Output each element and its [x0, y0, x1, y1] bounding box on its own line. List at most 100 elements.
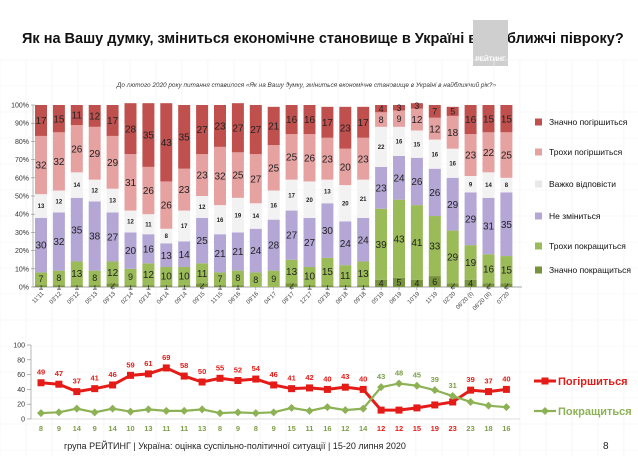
bar-value-label: 1 [307, 281, 312, 291]
bar-segment [428, 105, 441, 118]
bar-value-label: 33 [429, 242, 441, 253]
footer-text: група РЕЙТИНГ | Україна: оцінка суспільн… [64, 441, 406, 451]
data-label: 59 [126, 360, 134, 369]
bar-segment [285, 259, 298, 284]
data-label: 43 [341, 372, 349, 381]
bar-segment [428, 168, 441, 217]
legend-label: Трохи покращиться [549, 241, 626, 251]
bar-value-label: 21 [214, 249, 226, 260]
bar-value-label: 15 [414, 142, 421, 148]
bar-value-label: 8 [165, 234, 169, 240]
data-label: 16 [323, 424, 331, 433]
bar-value-label: 12 [89, 112, 101, 123]
bar-value-label: 29 [447, 200, 459, 211]
line-marker [502, 385, 510, 393]
line-marker [234, 377, 242, 385]
data-label: 8 [39, 424, 43, 433]
bar-value-label: 27 [197, 125, 209, 136]
data-label: 16 [502, 424, 510, 433]
y-tick-label: 50% [15, 194, 29, 201]
x-tick-label: 04'17 [264, 291, 279, 306]
bar-value-label: 1 [217, 281, 222, 291]
data-label: 61 [144, 359, 152, 368]
bar-value-label: 12 [107, 268, 119, 279]
bar-value-label: 1 [146, 281, 151, 291]
bar-segment [231, 232, 244, 271]
bar-value-label: 3 [414, 101, 419, 111]
bar-segment [88, 270, 101, 286]
data-label: 43 [377, 372, 385, 381]
bar-value-label: 26 [71, 144, 83, 155]
bar-segment [88, 179, 101, 202]
bar-segment [124, 232, 137, 269]
bar-value-label: 27 [232, 123, 244, 134]
bar-value-label: 27 [304, 238, 316, 249]
line-marker [413, 404, 421, 412]
line-marker [90, 408, 99, 417]
bar-segment [142, 285, 155, 287]
bar-value-label: 13 [71, 269, 83, 280]
bar-segment [142, 103, 155, 167]
bar-segment [142, 214, 155, 235]
data-label: 39 [466, 375, 474, 384]
legend-marker [541, 377, 549, 385]
data-label: 10 [126, 424, 134, 433]
bar-value-label: 11 [72, 111, 83, 122]
bar-value-label: 11 [197, 269, 208, 280]
bar-segment [357, 217, 370, 262]
line-marker [233, 408, 242, 417]
bar-value-label: 20 [125, 246, 137, 257]
bar-segment [70, 125, 83, 173]
x-tick-label: 11'11 [32, 291, 46, 305]
x-tick-label: 02'14 [120, 291, 135, 306]
bar-segment [249, 154, 262, 204]
data-label: 42 [305, 373, 313, 382]
y-tick-label: 40 [17, 387, 25, 394]
data-label: 8 [254, 424, 258, 433]
y-tick-label: 80 [17, 357, 25, 364]
bar-segment [70, 172, 83, 198]
logo-text: РЕЙТИНГ [475, 56, 506, 63]
line-marker [430, 386, 439, 395]
bar-segment [196, 263, 209, 284]
bar-segment [124, 103, 137, 155]
bar-segment [285, 105, 298, 135]
bar-value-label: 14 [252, 214, 259, 220]
bar-value-label: 7 [432, 107, 437, 117]
bar-value-label: 29 [447, 253, 459, 264]
bar-segment [178, 285, 191, 287]
bar-segment [178, 241, 191, 267]
bar-value-label: 13 [109, 199, 116, 205]
bar-value-label: 9 [396, 114, 401, 124]
bar-value-label: 29 [465, 214, 477, 225]
bar-segment [106, 212, 119, 262]
bar-segment [428, 139, 441, 169]
data-label: 46 [270, 370, 278, 379]
bar-value-label: 13 [38, 204, 45, 210]
bar-segment [321, 285, 334, 287]
legend-swatch [535, 266, 542, 274]
bar-segment [124, 210, 137, 233]
line-marker [162, 406, 171, 415]
bar-segment [267, 190, 280, 220]
line-marker [251, 409, 260, 418]
bar-value-label: 8 [379, 115, 384, 125]
bar-value-label: 26 [429, 188, 441, 199]
bar-segment [446, 230, 459, 284]
bar-value-label: 28 [125, 124, 137, 135]
bar-segment [267, 270, 280, 287]
data-label: 41 [287, 374, 295, 383]
bar-value-label: 8 [505, 183, 509, 189]
data-label: 69 [162, 353, 170, 362]
bar-value-label: 8 [56, 273, 61, 283]
bar-segment [393, 199, 405, 278]
bar-segment [88, 201, 101, 271]
bar-value-label: 23 [214, 122, 226, 133]
bar-value-label: 25 [286, 152, 298, 163]
bar-value-label: 35 [71, 225, 83, 236]
legend-label: Не зміниться [549, 211, 601, 221]
bar-segment [52, 285, 65, 287]
question-note: До лютого 2020 року питання ставилося «Я… [116, 82, 496, 89]
bar-value-label: 26 [304, 153, 316, 164]
